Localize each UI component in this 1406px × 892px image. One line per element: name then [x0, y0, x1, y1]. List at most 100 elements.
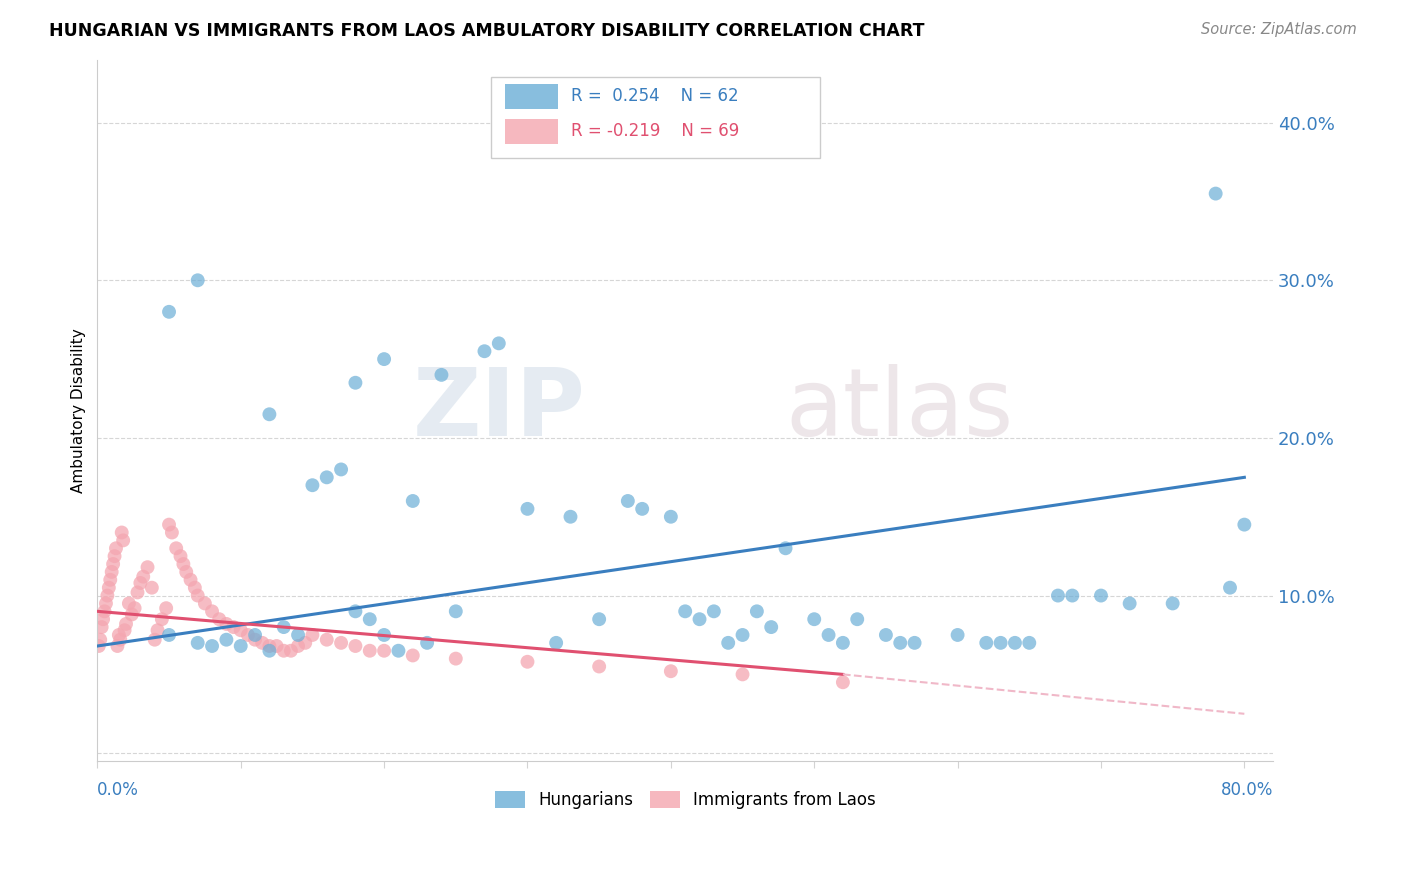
Point — [236, 628, 259, 642]
Point — [266, 639, 288, 653]
Point — [229, 639, 252, 653]
Point — [294, 636, 316, 650]
Point — [129, 576, 152, 591]
Point — [143, 632, 166, 647]
Point — [180, 573, 202, 587]
Point — [659, 509, 682, 524]
Point — [169, 549, 191, 563]
Point — [141, 581, 163, 595]
Text: 80.0%: 80.0% — [1220, 780, 1272, 798]
Text: R =  0.254    N = 62: R = 0.254 N = 62 — [571, 87, 738, 105]
Point — [1004, 636, 1026, 650]
Point — [875, 628, 897, 642]
Text: R = -0.219    N = 69: R = -0.219 N = 69 — [571, 122, 740, 140]
Point — [588, 612, 610, 626]
Point — [94, 597, 117, 611]
Point — [673, 604, 696, 618]
Point — [115, 616, 138, 631]
Point — [974, 636, 997, 650]
Point — [373, 628, 395, 642]
Point — [157, 628, 180, 642]
Point — [184, 581, 207, 595]
Point — [259, 644, 281, 658]
Point — [252, 636, 274, 650]
Point — [359, 612, 381, 626]
Point — [103, 549, 125, 563]
Point — [110, 632, 132, 647]
Point — [93, 604, 115, 618]
Point — [1090, 589, 1112, 603]
Point — [187, 273, 209, 287]
Y-axis label: Ambulatory Disability: Ambulatory Disability — [72, 328, 86, 492]
Point — [112, 533, 135, 548]
Point — [817, 628, 839, 642]
Point — [803, 612, 825, 626]
Text: atlas: atlas — [785, 364, 1014, 457]
Point — [560, 509, 582, 524]
Point — [330, 636, 353, 650]
Text: 0.0%: 0.0% — [97, 780, 139, 798]
Point — [444, 651, 467, 665]
Point — [136, 560, 159, 574]
Point — [301, 628, 323, 642]
Point — [1062, 589, 1084, 603]
Point — [201, 639, 224, 653]
Point — [97, 581, 120, 595]
Point — [359, 644, 381, 658]
Point — [114, 624, 136, 638]
Point — [344, 604, 367, 618]
Point — [89, 632, 111, 647]
Point — [160, 525, 183, 540]
Point — [344, 639, 367, 653]
Point — [402, 494, 425, 508]
Point — [273, 620, 295, 634]
Point — [990, 636, 1012, 650]
Point — [259, 407, 281, 421]
Point — [243, 632, 266, 647]
Point — [1205, 186, 1227, 201]
FancyBboxPatch shape — [491, 77, 820, 158]
Point — [287, 639, 309, 653]
Point — [157, 517, 180, 532]
Point — [402, 648, 425, 663]
Point — [731, 628, 754, 642]
Point — [617, 494, 640, 508]
Point — [243, 628, 266, 642]
Bar — [505, 120, 558, 144]
Point — [903, 636, 925, 650]
Point — [215, 616, 238, 631]
Text: HUNGARIAN VS IMMIGRANTS FROM LAOS AMBULATORY DISABILITY CORRELATION CHART: HUNGARIAN VS IMMIGRANTS FROM LAOS AMBULA… — [49, 22, 925, 40]
Point — [165, 541, 187, 556]
Point — [416, 636, 439, 650]
Point — [745, 604, 768, 618]
Point — [474, 344, 496, 359]
Point — [259, 639, 281, 653]
Point — [689, 612, 711, 626]
Point — [104, 541, 127, 556]
Point — [946, 628, 969, 642]
Point — [201, 604, 224, 618]
Point — [98, 573, 121, 587]
Point — [132, 569, 155, 583]
Point — [127, 585, 149, 599]
Point — [631, 501, 654, 516]
Point — [87, 639, 110, 653]
Point — [301, 478, 323, 492]
Point — [146, 624, 169, 638]
Point — [215, 632, 238, 647]
Point — [187, 589, 209, 603]
Point — [157, 305, 180, 319]
Point — [832, 636, 855, 650]
Point — [373, 352, 395, 367]
Point — [1219, 581, 1241, 595]
Point — [174, 565, 197, 579]
Point — [1233, 517, 1256, 532]
Point — [775, 541, 797, 556]
Bar — [505, 84, 558, 109]
Point — [761, 620, 783, 634]
Point — [659, 664, 682, 678]
Point — [846, 612, 869, 626]
Point — [889, 636, 911, 650]
Point — [516, 501, 538, 516]
Point — [208, 612, 231, 626]
